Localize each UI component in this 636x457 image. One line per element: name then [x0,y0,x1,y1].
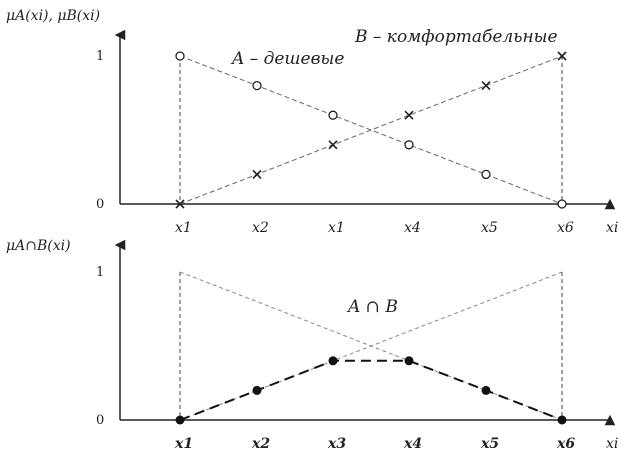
top-point-a-1 [175,51,185,61]
bottom-point-ab-4 [404,356,414,366]
top-point-b-1 [175,199,185,209]
bottom-point-ab-6 [557,415,567,425]
top-point-a-6 [557,199,567,209]
bottom-x-tick-4: x4 [403,436,422,452]
bottom-point-ab-3 [328,356,338,366]
y-tick-0-bottom: 0 [96,413,104,428]
top-point-b-2 [252,169,262,179]
series-label-b: B – комфортабельные [354,27,558,47]
top-x-tick-3: x1 [328,220,345,236]
top-point-a-5 [481,169,491,180]
top-point-b-5 [481,81,491,91]
top-point-b-3 [328,140,338,150]
series-label-a: A – дешевые [230,49,344,69]
top-point-a-4 [404,140,414,150]
bottom-line-b [179,271,563,421]
y-tick-1-bottom: 1 [96,265,104,280]
bottom-point-ab-1 [175,415,185,425]
chart-bottom: μA∩B(xi) 1 0 xi x1 x2 x3 x4 x5 x6 A ∩ B [6,238,618,452]
x-axis-label-top: xi [606,220,618,236]
bottom-line-ab [179,359,563,421]
top-point-b-6 [557,51,567,61]
bottom-point-ab-2 [252,385,262,395]
top-point-b-4 [404,110,414,120]
y-tick-0-top: 0 [96,197,104,212]
top-x-tick-2: x2 [252,220,269,236]
bottom-x-tick-5: x5 [480,436,499,452]
top-x-tick-1: x1 [175,220,192,236]
top-point-a-2 [252,80,262,91]
top-x-tick-6: x6 [557,220,574,236]
x-axis-label-bottom: xi [606,436,618,452]
top-line-b [179,55,563,205]
y-axis-label-bottom: μA∩B(xi) [6,238,71,254]
intersection-label: A ∩ B [346,297,398,317]
top-point-a-3 [328,110,338,120]
bottom-x-tick-1: x1 [174,436,193,452]
y-tick-1-top: 1 [96,49,104,64]
bottom-x-tick-2: x2 [251,436,270,452]
bottom-point-ab-5 [481,385,491,395]
top-x-tick-5: x5 [481,220,498,236]
top-x-tick-4: x4 [404,220,421,236]
chart-top: μA(xi), μB(xi) 1 0 xi x1 x2 x1 x4 x5 x6 A – д… [6,8,618,236]
bottom-x-tick-3: x3 [327,436,346,452]
y-axis-label-top: μA(xi), μB(xi) [6,8,100,24]
bottom-x-tick-6: x6 [556,436,575,452]
